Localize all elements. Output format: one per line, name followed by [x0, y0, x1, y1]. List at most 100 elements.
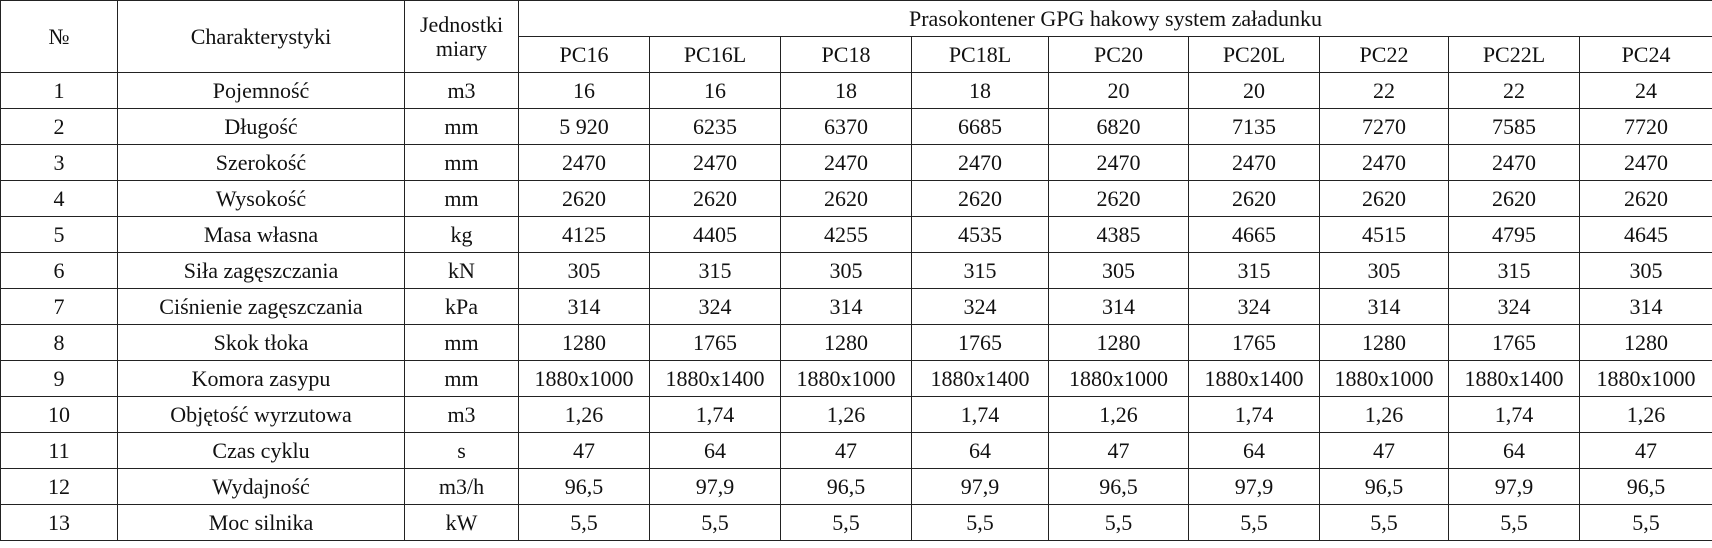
- value-cell: 2620: [1319, 180, 1449, 217]
- value-cell: 5,5: [1319, 504, 1449, 541]
- value-cell: 2470: [1578, 144, 1712, 181]
- value-cell: 22: [1448, 72, 1580, 109]
- value-cell: 1280: [518, 324, 650, 361]
- model-header-cell: PC16L: [649, 36, 781, 73]
- value-cell: 7585: [1448, 108, 1580, 145]
- value-cell: 16: [518, 72, 650, 109]
- value-cell: 4795: [1448, 216, 1580, 253]
- value-cell: 1280: [1048, 324, 1189, 361]
- header-cell: Jednostki miary: [404, 0, 519, 73]
- value-cell: 47: [780, 432, 912, 469]
- row-number: 2: [0, 108, 118, 145]
- characteristic: Pojemność: [117, 72, 405, 109]
- table-row: 10 Objętość wyrzutowa m3 1,26 1,74 1,26 1,74 1,…: [0, 396, 1712, 433]
- value-cell: 1,26: [780, 396, 912, 433]
- value-cell: 4405: [649, 216, 781, 253]
- model-header-cell: PC22: [1319, 36, 1449, 73]
- value-cell: 1765: [911, 324, 1049, 361]
- value-cell: 5,5: [649, 504, 781, 541]
- value-cell: 305: [1578, 252, 1712, 289]
- value-cell: 2620: [518, 180, 650, 217]
- model-header-cell: PC18: [780, 36, 912, 73]
- characteristic: Objętość wyrzutowa: [117, 396, 405, 433]
- value-cell: 1280: [1578, 324, 1712, 361]
- value-cell: 7135: [1188, 108, 1320, 145]
- table-row: 2 Długość mm 5 920 6235 6370 6685 6820 7135 7270 7…: [0, 108, 1712, 145]
- value-cell: 18: [780, 72, 912, 109]
- value-cell: 1,74: [649, 396, 781, 433]
- header-group-cell: Prasokontener GPG hakowy system załadunk…: [517, 0, 1712, 37]
- value-cell: 315: [1188, 252, 1320, 289]
- value-cell: 315: [649, 252, 781, 289]
- value-cell: 2620: [1448, 180, 1580, 217]
- value-cell: 314: [1048, 288, 1189, 325]
- value-cell: 4515: [1319, 216, 1449, 253]
- value-cell: 5,5: [1188, 504, 1320, 541]
- table-row: 6 Siła zagęszczania kN 305 315 305 315 305 315 30…: [0, 252, 1712, 289]
- value-cell: 5,5: [518, 504, 650, 541]
- value-cell: 305: [1048, 252, 1189, 289]
- header-row: № Charakterystyki Jednostki miary Prasok…: [0, 0, 1712, 73]
- value-cell: 1,74: [911, 396, 1049, 433]
- value-cell: 1880x1000: [780, 360, 912, 397]
- value-cell: 1880x1400: [1188, 360, 1320, 397]
- value-cell: 5,5: [780, 504, 912, 541]
- model-header-cell: PC16: [518, 36, 650, 73]
- value-cell: 315: [911, 252, 1049, 289]
- unit: mm: [404, 324, 519, 361]
- row-number: 6: [0, 252, 118, 289]
- value-cell: 1,26: [1319, 396, 1449, 433]
- table-row: 9 Komora zasypu mm 1880x1000 1880x1400 1880x1…: [0, 360, 1712, 397]
- value-cell: 5,5: [1448, 504, 1580, 541]
- value-cell: 1765: [1188, 324, 1320, 361]
- value-cell: 2620: [1578, 180, 1712, 217]
- model-header-cell: PC20L: [1188, 36, 1320, 73]
- unit: mm: [404, 108, 519, 145]
- value-cell: 5 920: [518, 108, 650, 145]
- unit: kg: [404, 216, 519, 253]
- unit: kPa: [404, 288, 519, 325]
- table-row: 3 Szerokość mm 2470 2470 2470 2470 2470 2470 2470…: [0, 144, 1712, 181]
- value-cell: 1880x1400: [649, 360, 781, 397]
- characteristic: Ciśnienie zagęszczania: [117, 288, 405, 325]
- model-header-cell: PC24: [1578, 36, 1712, 73]
- value-cell: 1880x1000: [518, 360, 650, 397]
- value-cell: 96,5: [518, 468, 650, 505]
- value-cell: 324: [911, 288, 1049, 325]
- model-header-cell: PC20: [1048, 36, 1189, 73]
- value-cell: 64: [1188, 432, 1320, 469]
- value-cell: 47: [1578, 432, 1712, 469]
- value-cell: 4255: [780, 216, 912, 253]
- row-number: 9: [0, 360, 118, 397]
- value-cell: 1880x1000: [1578, 360, 1712, 397]
- value-cell: 1765: [1448, 324, 1580, 361]
- value-cell: 1,74: [1448, 396, 1580, 433]
- value-cell: 324: [1448, 288, 1580, 325]
- unit: mm: [404, 144, 519, 181]
- characteristic: Wysokość: [117, 180, 405, 217]
- value-cell: 64: [1448, 432, 1580, 469]
- value-cell: 7270: [1319, 108, 1449, 145]
- row-number: 1: [0, 72, 118, 109]
- value-cell: 1280: [780, 324, 912, 361]
- value-cell: 2620: [649, 180, 781, 217]
- row-number: 8: [0, 324, 118, 361]
- header-cell: Charakterystyki: [117, 0, 405, 73]
- value-cell: 47: [1048, 432, 1189, 469]
- unit: mm: [404, 360, 519, 397]
- table-row: 4 Wysokość mm 2620 2620 2620 2620 2620 2620 2620 2…: [0, 180, 1712, 217]
- unit: mm: [404, 180, 519, 217]
- value-cell: 47: [518, 432, 650, 469]
- value-cell: 5,5: [1578, 504, 1712, 541]
- value-cell: 96,5: [780, 468, 912, 505]
- value-cell: 2620: [780, 180, 912, 217]
- table-row: 5 Masa własna kg 4125 4405 4255 4535 4385 4665 45…: [0, 216, 1712, 253]
- value-cell: 4535: [911, 216, 1049, 253]
- value-cell: 1,74: [1188, 396, 1320, 433]
- characteristic: Czas cyklu: [117, 432, 405, 469]
- value-cell: 5,5: [1048, 504, 1189, 541]
- value-cell: 305: [1319, 252, 1449, 289]
- value-cell: 2470: [1188, 144, 1320, 181]
